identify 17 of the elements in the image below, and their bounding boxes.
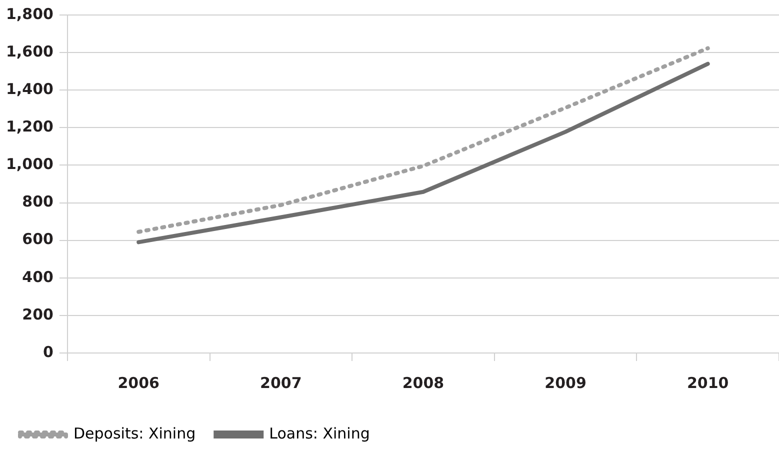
x-tick-label: 2006 — [118, 374, 160, 392]
y-tick-label: 400 — [22, 268, 54, 286]
x-tick-label: 2007 — [260, 374, 302, 392]
x-tick-label: 2009 — [544, 374, 586, 392]
x-tick-label: 2010 — [686, 374, 729, 392]
legend-label: Deposits: Xining — [74, 424, 196, 442]
y-tick-label: 1,800 — [6, 4, 54, 23]
legend-label: Loans: Xining — [269, 424, 370, 442]
y-tick-label: 600 — [22, 230, 54, 248]
y-tick-label: 1,400 — [6, 80, 54, 98]
y-tick-label: 1,000 — [6, 155, 54, 174]
x-tick-label: 2008 — [402, 374, 444, 392]
y-tick-label: 200 — [22, 305, 54, 324]
y-tick-label: 800 — [22, 192, 54, 211]
y-tick-label: 1,600 — [6, 42, 54, 60]
y-tick-label: 0 — [43, 342, 54, 361]
y-tick-label: 1,200 — [6, 118, 54, 136]
